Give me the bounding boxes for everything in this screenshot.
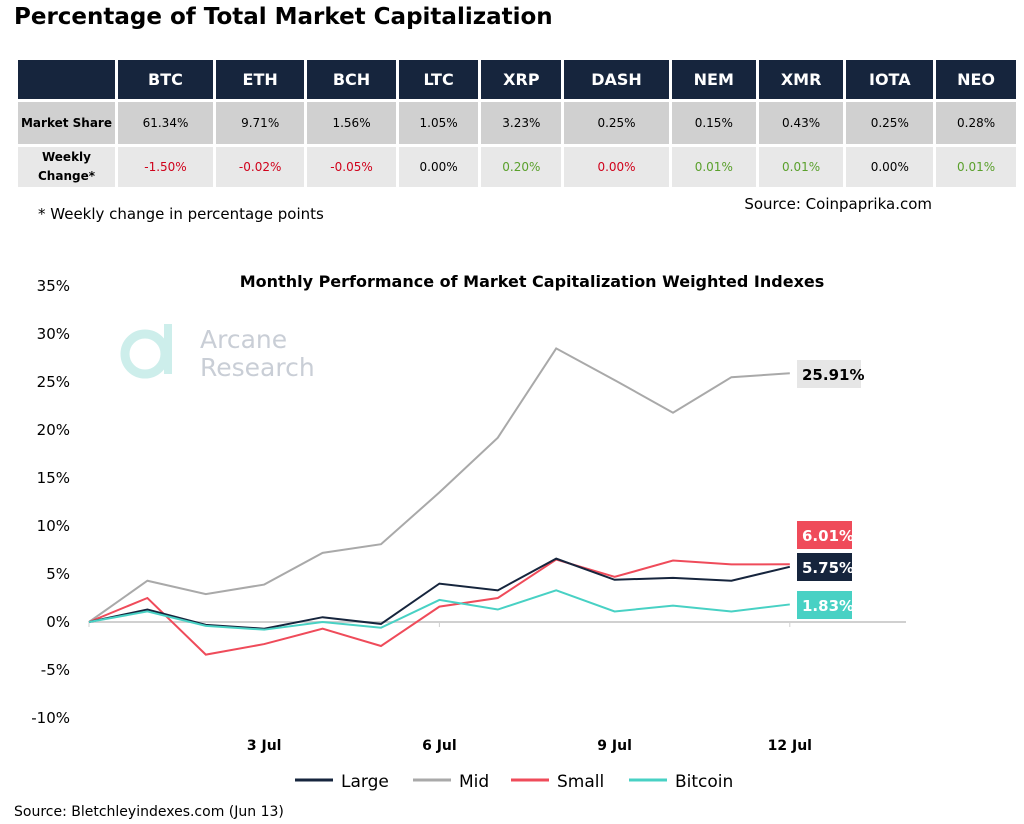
page-title: Percentage of Total Market Capitalizatio… [14,4,553,30]
end-label-bg [797,553,852,581]
market-share-cell: 0.15% [671,102,756,144]
column-header: XRP [481,60,562,99]
table-row-weekly-change: Weekly Change* -1.50% -0.02% -0.05% 0.00% 0.2… [18,147,1016,187]
source-top: Source: Coinpaprika.com [744,195,932,213]
y-tick-label: 10% [37,517,70,535]
legend-label: Small [557,772,604,792]
y-tick-label: 35% [37,277,70,295]
legend-label: Mid [459,772,489,792]
market-share-cell: 0.43% [758,102,844,144]
watermark-logo-bar [164,324,172,374]
series-line-large [88,557,791,630]
column-header: NEO [936,60,1016,99]
weekly-change-cell: 0.01% [758,147,844,187]
end-label-large: 5.75% [802,559,854,577]
y-tick-label: 20% [37,421,70,439]
column-header: DASH [564,60,669,99]
y-tick-label: 30% [37,325,70,343]
column-header: BTC [118,60,213,99]
market-share-cell: 9.71% [215,102,305,144]
weekly-change-cell: 0.00% [398,147,479,187]
end-label-bg [797,360,861,388]
weekly-change-cell: -0.02% [215,147,305,187]
column-header: IOTA [846,60,934,99]
legend-label: Large [341,772,389,792]
y-tick-label: 5% [46,565,70,583]
legend-label: Bitcoin [675,772,733,792]
y-tick-label: 25% [37,373,70,391]
market-share-cell: 1.05% [398,102,479,144]
column-header: BCH [307,60,396,99]
weekly-change-cell: 0.01% [671,147,756,187]
series-line-mid [88,347,790,623]
row-label: Market Share [18,102,115,144]
end-label-mid: 25.91% [802,366,864,384]
y-tick-label: 0% [46,613,70,631]
watermark-text-line2: Research [200,353,315,382]
end-label-bitcoin: 1.83% [802,597,854,615]
market-share-cell: 3.23% [481,102,562,144]
y-tick-label: 15% [37,469,70,487]
column-header: ETH [215,60,305,99]
end-label-bg [797,591,852,619]
table-row-market-share: Market Share 61.34% 9.71% 1.56% 1.05% 3.23% 0.… [18,102,1016,144]
market-share-cell: 0.25% [846,102,934,144]
weekly-change-cell: -1.50% [118,147,213,187]
x-tick-label: 6 Jul [422,738,457,754]
chart-title: Monthly Performance of Market Capitaliza… [240,272,825,291]
market-cap-table: BTC ETH BCH LTC XRP DASH NEM XMR IOTA NEO Market … [15,57,1019,190]
weekly-change-cell: -0.05% [307,147,396,187]
column-header: XMR [758,60,844,99]
x-tick-label: 12 Jul [768,738,812,754]
market-share-cell: 0.28% [936,102,1016,144]
row-label: Weekly Change* [18,147,115,187]
header-corner [18,60,115,99]
x-tick-label: 9 Jul [597,738,632,754]
market-share-cell: 1.56% [307,102,396,144]
column-header: LTC [398,60,479,99]
watermark-logo-ring [120,329,170,379]
table-header-row: BTC ETH BCH LTC XRP DASH NEM XMR IOTA NEO [18,60,1016,99]
weekly-change-cell: 0.00% [846,147,934,187]
market-share-cell: 61.34% [118,102,213,144]
column-header: NEM [671,60,756,99]
weekly-change-cell: 0.20% [481,147,562,187]
end-label-small: 6.01% [802,527,854,545]
market-share-cell: 0.25% [564,102,669,144]
x-tick-label: 3 Jul [247,738,282,754]
weekly-change-cell: 0.00% [564,147,669,187]
end-label-bg [797,521,852,549]
source-bottom: Source: Bletchleyindexes.com (Jun 13) [14,804,284,820]
footnote: * Weekly change in percentage points [38,205,324,223]
y-tick-label: -10% [31,709,70,727]
y-tick-label: -5% [41,661,70,679]
watermark-text-line1: Arcane [200,325,287,354]
weekly-change-cell: 0.01% [936,147,1016,187]
